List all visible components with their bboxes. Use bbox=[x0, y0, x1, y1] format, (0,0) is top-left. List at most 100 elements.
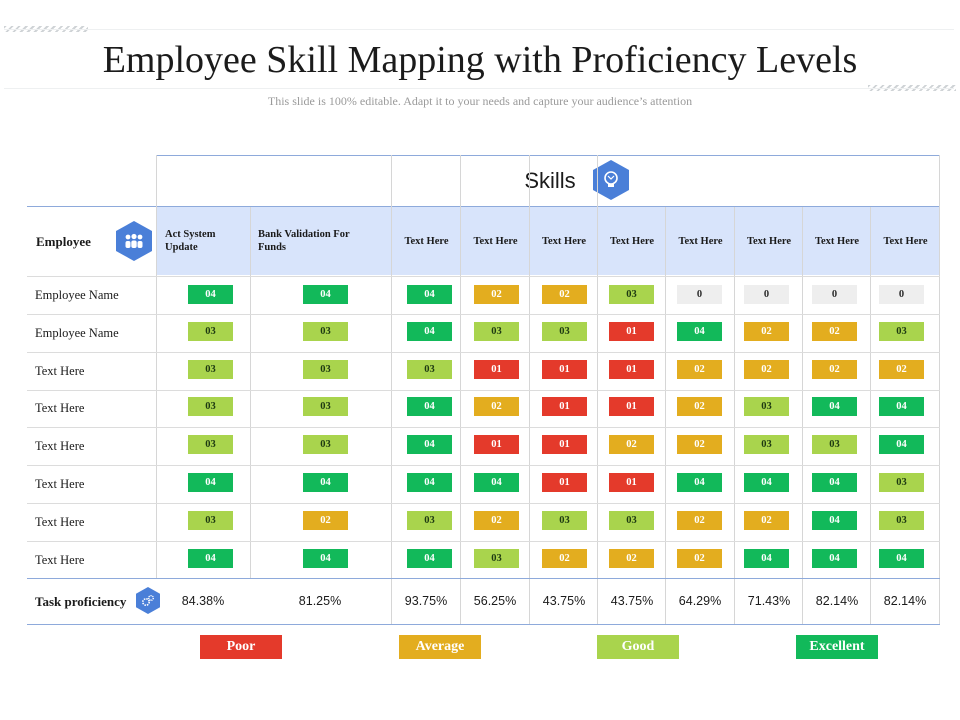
header-top-rule bbox=[27, 206, 940, 207]
proficiency-cell: 04 bbox=[677, 322, 722, 341]
title-top-rule bbox=[4, 29, 954, 30]
proficiency-cell: 02 bbox=[474, 511, 519, 530]
proficiency-cell: 03 bbox=[879, 511, 924, 530]
proficiency-cell: 04 bbox=[812, 397, 857, 416]
proficiency-cell: 02 bbox=[812, 360, 857, 379]
column-header-6: Text Here bbox=[609, 235, 655, 247]
proficiency-cell: 02 bbox=[677, 511, 722, 530]
proficiency-cell: 02 bbox=[474, 397, 519, 416]
proficiency-cell: 02 bbox=[542, 285, 587, 304]
proficiency-cell: 03 bbox=[407, 360, 452, 379]
proficiency-cell: 04 bbox=[879, 435, 924, 454]
proficiency-cell: 04 bbox=[744, 473, 789, 492]
people-group-icon bbox=[116, 221, 152, 261]
proficiency-cell: 01 bbox=[542, 473, 587, 492]
proficiency-cell: 04 bbox=[188, 285, 233, 304]
table-body-bottom-rule bbox=[27, 578, 940, 579]
proficiency-cell: 0 bbox=[879, 285, 924, 304]
proficiency-cell: 03 bbox=[542, 322, 587, 341]
proficiency-cell: 04 bbox=[407, 322, 452, 341]
proficiency-cell: 04 bbox=[303, 285, 348, 304]
proficiency-cell: 02 bbox=[677, 549, 722, 568]
proficiency-cell: 01 bbox=[542, 397, 587, 416]
proficiency-cell: 0 bbox=[744, 285, 789, 304]
proficiency-cell: 01 bbox=[609, 322, 654, 341]
row-label: Employee Name bbox=[35, 288, 119, 302]
proficiency-cell: 02 bbox=[609, 435, 654, 454]
table-top-rule bbox=[157, 155, 940, 156]
proficiency-cell: 03 bbox=[474, 549, 519, 568]
proficiency-cell: 01 bbox=[474, 435, 519, 454]
proficiency-cell: 04 bbox=[303, 549, 348, 568]
proficiency-cell: 03 bbox=[303, 435, 348, 454]
proficiency-cell: 04 bbox=[407, 397, 452, 416]
column-header-1: Act System Update bbox=[165, 229, 216, 253]
task-proficiency-value: 56.25% bbox=[473, 594, 517, 608]
proficiency-cell: 04 bbox=[303, 473, 348, 492]
proficiency-cell: 04 bbox=[407, 473, 452, 492]
proficiency-cell: 02 bbox=[744, 511, 789, 530]
task-proficiency-value: 82.14% bbox=[815, 594, 859, 608]
legend-poor: Poor bbox=[200, 635, 282, 659]
proficiency-cell: 04 bbox=[407, 285, 452, 304]
column-header-2: Bank Validation For Funds bbox=[258, 229, 350, 253]
row-label: Text Here bbox=[35, 477, 85, 491]
proficiency-cell: 02 bbox=[677, 360, 722, 379]
proficiency-cell: 04 bbox=[407, 549, 452, 568]
task-proficiency-value: 93.75% bbox=[404, 594, 448, 608]
proficiency-cell: 03 bbox=[879, 473, 924, 492]
proficiency-cell: 02 bbox=[744, 322, 789, 341]
column-header-8: Text Here bbox=[746, 235, 792, 247]
row-divider bbox=[27, 276, 940, 277]
grid-vline bbox=[156, 155, 157, 578]
proficiency-cell: 03 bbox=[303, 397, 348, 416]
proficiency-cell: 04 bbox=[812, 511, 857, 530]
proficiency-cell: 04 bbox=[188, 473, 233, 492]
proficiency-cell: 03 bbox=[609, 285, 654, 304]
row-label: Text Here bbox=[35, 515, 85, 529]
column-header-10: Text Here bbox=[883, 235, 928, 247]
column-header-4: Text Here bbox=[473, 235, 518, 247]
row-divider bbox=[27, 390, 940, 391]
task-proficiency-label: Task proficiency bbox=[35, 594, 127, 609]
title-bottom-rule bbox=[4, 88, 954, 89]
proficiency-cell: 03 bbox=[879, 322, 924, 341]
proficiency-cell: 04 bbox=[879, 397, 924, 416]
column-header-9: Text Here bbox=[814, 235, 860, 247]
row-label: Text Here bbox=[35, 401, 85, 415]
proficiency-cell: 01 bbox=[609, 360, 654, 379]
row-label: Text Here bbox=[35, 439, 85, 453]
column-header-3: Text Here bbox=[404, 235, 449, 247]
proficiency-cell: 02 bbox=[542, 549, 587, 568]
task-proficiency-value: 84.38% bbox=[181, 594, 225, 608]
proficiency-cell: 04 bbox=[474, 473, 519, 492]
proficiency-cell: 02 bbox=[609, 549, 654, 568]
proficiency-cell: 03 bbox=[188, 360, 233, 379]
task-proficiency-value: 81.25% bbox=[298, 594, 342, 608]
task-proficiency-value: 82.14% bbox=[883, 594, 927, 608]
legend-good: Good bbox=[597, 635, 679, 659]
proficiency-cell: 01 bbox=[542, 360, 587, 379]
page-title: Employee Skill Mapping with Proficiency … bbox=[102, 39, 858, 81]
proficiency-cell: 02 bbox=[474, 285, 519, 304]
proficiency-cell: 03 bbox=[744, 435, 789, 454]
page-subtitle: This slide is 100% editable. Adapt it to… bbox=[267, 94, 693, 108]
proficiency-cell: 03 bbox=[744, 397, 789, 416]
proficiency-cell: 04 bbox=[677, 473, 722, 492]
grid-vline bbox=[665, 207, 666, 625]
task-proficiency-value: 43.75% bbox=[610, 594, 654, 608]
column-header-7: Text Here bbox=[678, 235, 723, 247]
proficiency-cell: 02 bbox=[303, 511, 348, 530]
proficiency-cell: 04 bbox=[744, 549, 789, 568]
proficiency-cell: 03 bbox=[542, 511, 587, 530]
proficiency-cell: 02 bbox=[812, 322, 857, 341]
row-label: Text Here bbox=[35, 364, 85, 378]
proficiency-cell: 03 bbox=[188, 397, 233, 416]
proficiency-cell: 02 bbox=[879, 360, 924, 379]
proficiency-cell: 01 bbox=[609, 397, 654, 416]
gears-icon bbox=[136, 587, 160, 614]
proficiency-cell: 0 bbox=[812, 285, 857, 304]
proficiency-cell: 03 bbox=[609, 511, 654, 530]
proficiency-cell: 0 bbox=[677, 285, 722, 304]
proficiency-cell: 01 bbox=[542, 435, 587, 454]
